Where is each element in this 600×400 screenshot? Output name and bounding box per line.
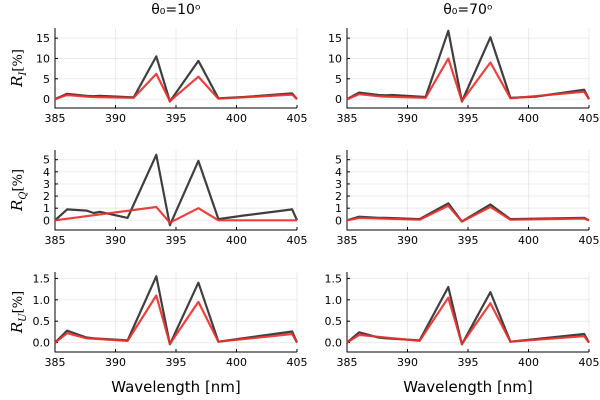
x-tick-label: 405 xyxy=(287,356,308,369)
y-tick-label: 0.0 xyxy=(33,337,51,350)
y-tick-label: 0 xyxy=(335,93,342,106)
x-tick-label: 395 xyxy=(166,356,187,369)
series-line-red xyxy=(346,296,590,345)
y-tick-label: 15 xyxy=(36,32,50,45)
x-tick-label: 400 xyxy=(226,356,247,369)
x-tick-label: 400 xyxy=(518,356,539,369)
panel-RU-theta10: 385 390 395 400 405 0.0 0.5 1.0 1.5 RU[%] xyxy=(8,272,308,369)
y-axis-label-unit: [%] xyxy=(11,49,26,72)
y-tick-label: 4 xyxy=(43,166,50,179)
column-title-left: θ₀=10ᵒ xyxy=(151,2,201,18)
x-tick-label: 405 xyxy=(579,356,600,369)
panel-RI-theta10: 385 390 395 400 405 0 5 10 15 RI[%] xyxy=(8,28,308,125)
series-line-red xyxy=(346,204,590,223)
x-axis-label-right: Wavelength [nm] xyxy=(403,378,533,396)
x-tick-label: 400 xyxy=(518,234,539,247)
series-line-red xyxy=(54,294,298,345)
y-axis-label-unit: [%] xyxy=(11,291,26,314)
x-tick-label: 395 xyxy=(458,356,479,369)
y-tick-label: 1 xyxy=(43,202,50,215)
y-tick-label: 10 xyxy=(328,52,342,65)
y-tick-label: 4 xyxy=(335,166,342,179)
column-title-right: θ₀=70ᵒ xyxy=(443,2,493,18)
y-tick-label: 3 xyxy=(335,178,342,191)
y-tick-label: 3 xyxy=(43,178,50,191)
y-tick-label: 0 xyxy=(335,214,342,227)
y-tick-label: 15 xyxy=(328,32,342,45)
x-tick-label: 405 xyxy=(579,234,600,247)
series-line-dark xyxy=(54,153,299,227)
x-tick-label: 400 xyxy=(518,112,539,125)
y-tick-label: 5 xyxy=(43,73,50,86)
y-tick-label: 1.5 xyxy=(325,272,343,285)
y-tick-label: 5 xyxy=(335,73,342,86)
x-tick-label: 405 xyxy=(287,112,308,125)
series-line-red xyxy=(54,205,297,224)
x-tick-label: 385 xyxy=(337,234,358,247)
x-tick-label: 395 xyxy=(458,234,479,247)
y-axis-label-main: R xyxy=(8,200,26,212)
x-tick-label: 390 xyxy=(105,234,126,247)
y-tick-label: 0 xyxy=(43,93,50,106)
y-axis-label: RU[%] xyxy=(8,291,29,334)
panel-RU-theta70: 385 390 395 400 405 0.0 0.5 1.0 1.5 xyxy=(325,272,600,369)
y-axis-label-main: R xyxy=(8,76,26,88)
x-tick-label: 385 xyxy=(45,356,66,369)
y-tick-label: 0.5 xyxy=(33,315,51,328)
y-tick-label: 1.0 xyxy=(33,294,51,307)
x-tick-label: 390 xyxy=(397,112,418,125)
y-tick-label: 1.5 xyxy=(33,272,51,285)
y-tick-label: 5 xyxy=(335,154,342,167)
y-axis-label-sub: I xyxy=(18,71,29,77)
y-tick-label: 0.5 xyxy=(325,315,343,328)
y-tick-label: 1 xyxy=(335,202,342,215)
y-axis-label: RQ[%] xyxy=(8,169,29,212)
y-tick-label: 2 xyxy=(43,190,50,203)
x-tick-label: 390 xyxy=(105,356,126,369)
y-axis-label-unit: [%] xyxy=(11,169,26,192)
x-axis-label-left: Wavelength [nm] xyxy=(111,378,241,396)
y-axis-label-sub: U xyxy=(18,313,29,322)
y-axis-label-main: R xyxy=(8,322,26,334)
x-tick-label: 385 xyxy=(45,112,66,125)
x-tick-label: 405 xyxy=(579,112,600,125)
x-tick-label: 390 xyxy=(105,112,126,125)
x-tick-label: 385 xyxy=(45,234,66,247)
y-axis-label-sub: Q xyxy=(18,192,29,200)
y-tick-label: 1.0 xyxy=(325,294,343,307)
x-tick-label: 390 xyxy=(397,356,418,369)
series-line-red xyxy=(54,72,298,103)
x-tick-label: 390 xyxy=(397,234,418,247)
y-tick-label: 0 xyxy=(43,214,50,227)
x-tick-label: 385 xyxy=(337,112,358,125)
y-tick-label: 2 xyxy=(335,190,342,203)
series-line-red xyxy=(346,57,590,103)
x-tick-label: 395 xyxy=(166,234,187,247)
panel-RI-theta70: 385 390 395 400 405 0 5 10 15 xyxy=(328,28,600,125)
x-tick-label: 395 xyxy=(458,112,479,125)
x-tick-label: 395 xyxy=(166,112,187,125)
y-tick-label: 10 xyxy=(36,52,50,65)
x-tick-label: 405 xyxy=(287,234,308,247)
y-tick-label: 5 xyxy=(43,154,50,167)
x-tick-label: 385 xyxy=(337,356,358,369)
y-axis-label: RI[%] xyxy=(8,49,29,88)
y-tick-label: 0.0 xyxy=(325,337,343,350)
x-tick-label: 400 xyxy=(226,234,247,247)
x-tick-label: 400 xyxy=(226,112,247,125)
